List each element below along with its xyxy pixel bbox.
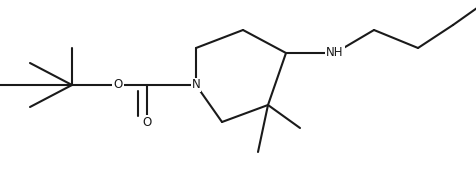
Text: O: O [113,79,122,91]
Text: NH: NH [326,47,343,59]
Text: O: O [142,115,151,129]
Text: N: N [191,79,200,91]
